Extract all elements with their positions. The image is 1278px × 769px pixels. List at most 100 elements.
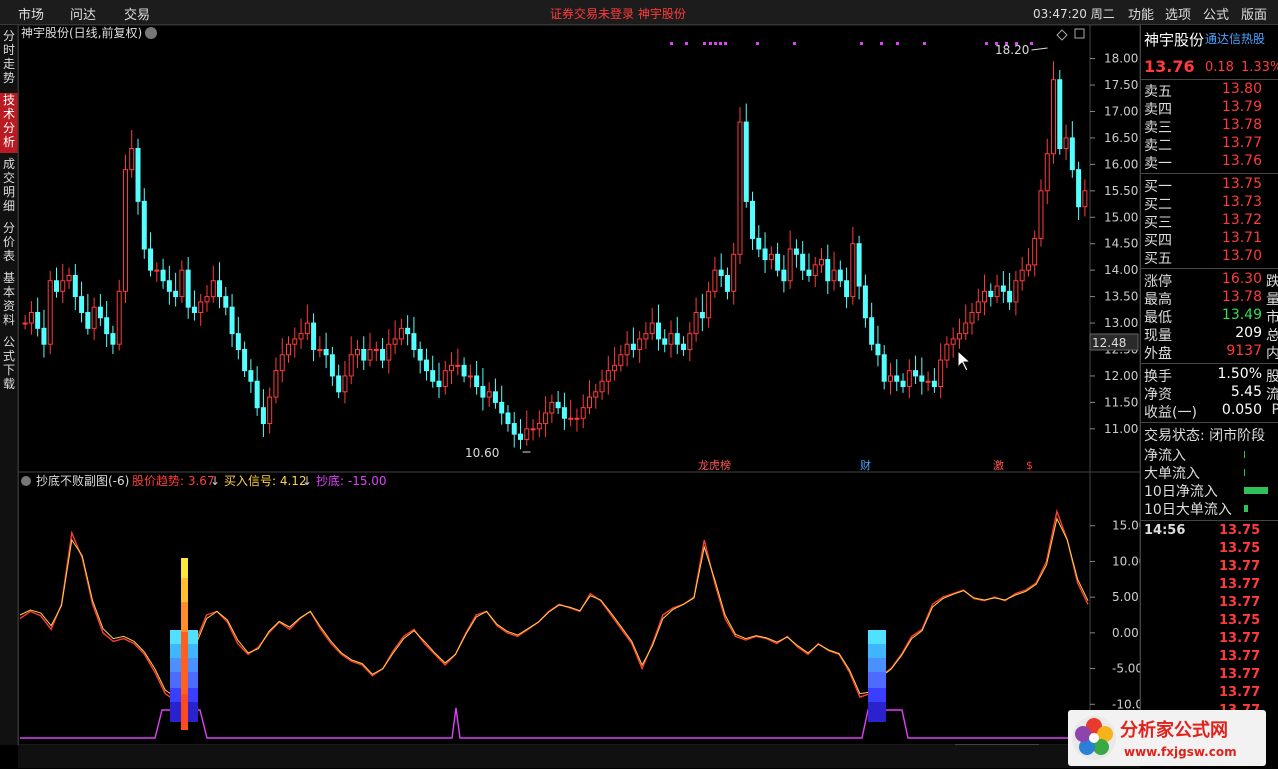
candle-body xyxy=(593,391,599,398)
top-bar: 市场 问达 交易 证券交易未登录 神宇股份 03:47:20 周二 功能 选项 … xyxy=(0,0,1278,25)
candle-body xyxy=(66,274,72,282)
candle-body xyxy=(28,311,34,324)
price-tick-label: 14.00 xyxy=(1104,263,1138,277)
sub-tick-label: 5.00 xyxy=(1112,590,1139,604)
candle-body xyxy=(254,380,260,409)
quote-trail: 跌 xyxy=(1266,271,1278,291)
hot-stock-tag[interactable]: 通达信热股 xyxy=(1205,32,1266,46)
quote-trail: P xyxy=(1272,402,1278,418)
candle-body xyxy=(141,200,147,250)
quote-label: 卖二 xyxy=(1144,138,1172,154)
chart-area[interactable]: 15.00 10.00 5.00 0.00 -5.00 -10.00 抄底不败副图(-6)股… xyxy=(0,0,1140,768)
vtab-2[interactable]: 成交明细 xyxy=(2,157,15,213)
candle-body xyxy=(699,311,705,319)
candle-body xyxy=(417,349,423,361)
quote-label: 最低 xyxy=(1144,310,1172,326)
candle-body xyxy=(166,280,172,292)
candle-body xyxy=(793,248,799,255)
tick-price: 13.75 xyxy=(1219,613,1261,628)
candle-body xyxy=(47,280,53,345)
candle-body xyxy=(104,317,110,335)
signal-dot xyxy=(685,42,688,45)
candle-body xyxy=(643,333,649,340)
login-status[interactable]: 证券交易未登录 神宇股份 xyxy=(550,7,686,21)
sub-menu-icon[interactable] xyxy=(21,476,31,486)
candle-body xyxy=(411,333,417,351)
price-tick-label: 11.50 xyxy=(1104,395,1138,409)
candle-body xyxy=(724,274,730,292)
vtab-4[interactable]: 基本资料 xyxy=(2,271,15,327)
quote-label: 卖一 xyxy=(1144,156,1172,172)
candle-body xyxy=(329,354,335,377)
quote-value: 9137 xyxy=(1226,343,1262,359)
candle-body xyxy=(129,148,135,171)
candle-body xyxy=(148,248,154,271)
menu-layout[interactable]: 版面 xyxy=(1241,8,1268,23)
candle-body xyxy=(737,121,743,255)
candle-body xyxy=(599,380,605,393)
quote-value: 5.45 xyxy=(1230,384,1262,400)
signal-dot xyxy=(719,42,722,45)
stat-row: 涨停 16.30跌 xyxy=(1144,271,1278,291)
candle-body xyxy=(887,375,893,382)
vtab-0[interactable]: 分时走势 xyxy=(2,29,15,85)
signal-bar xyxy=(868,702,886,722)
candle-body xyxy=(97,306,103,319)
signal-dot xyxy=(703,42,706,45)
candle-body xyxy=(850,243,856,298)
event-label[interactable]: $ xyxy=(1026,459,1033,472)
diamond-icon[interactable] xyxy=(1056,29,1068,41)
candle-body xyxy=(480,386,486,398)
event-label[interactable]: 龙虎榜 xyxy=(698,458,731,472)
candle-body xyxy=(348,354,354,377)
flow-row: 10日大单流入 xyxy=(1144,499,1276,518)
candle-body xyxy=(474,375,480,388)
ask-row: 卖一 13.76 xyxy=(1144,153,1276,172)
flower-icon xyxy=(1072,716,1116,760)
candle-body xyxy=(336,375,342,393)
high-price-label: 18.20 xyxy=(995,43,1029,57)
candle-body xyxy=(323,349,329,356)
signal-bar xyxy=(868,644,886,658)
chart-menu-icon[interactable] xyxy=(145,27,157,39)
candle-body xyxy=(423,359,429,372)
candle-body xyxy=(1044,153,1050,192)
candle-body xyxy=(693,311,699,335)
candle-body xyxy=(198,301,204,313)
sub-legend-arrow: ↓ xyxy=(302,474,312,488)
candle-body xyxy=(154,269,160,272)
price-tick-label: 14.50 xyxy=(1104,237,1138,251)
candle-body xyxy=(994,285,1000,298)
sub-series-line xyxy=(19,517,1089,698)
menu-options[interactable]: 选项 xyxy=(1165,8,1192,23)
candle-body xyxy=(812,264,818,276)
quote-label: 换手 xyxy=(1144,369,1172,385)
vtab-5[interactable]: 公式下载 xyxy=(2,335,15,391)
menu-formula[interactable]: 公式 xyxy=(1203,8,1230,23)
flow-bar xyxy=(1244,451,1245,458)
quote-value: 13.70 xyxy=(1221,248,1262,264)
vtab-1[interactable]: 技术分析 xyxy=(0,93,18,153)
vtab-3[interactable]: 分价表 xyxy=(2,221,15,263)
event-label[interactable]: 财 xyxy=(860,458,871,472)
candle-body xyxy=(919,375,925,382)
menu-wenda[interactable]: 问达 xyxy=(70,8,97,23)
menu-trade[interactable]: 交易 xyxy=(124,8,151,23)
signal-bar xyxy=(181,558,188,578)
candle-body xyxy=(956,333,962,340)
quote-label: 买三 xyxy=(1144,215,1172,231)
candle-body xyxy=(135,148,141,202)
menu-function[interactable]: 功能 xyxy=(1128,8,1155,23)
candle-body xyxy=(649,322,655,335)
event-label[interactable]: 激 xyxy=(993,458,1004,472)
sub-legend-item: 抄底: -15.00 xyxy=(316,473,387,488)
candle-body xyxy=(1063,137,1069,149)
restore-icon[interactable] xyxy=(1074,28,1085,39)
menu-market[interactable]: 市场 xyxy=(18,8,45,23)
quote-trail: 内 xyxy=(1266,343,1278,363)
flow-row: 10日净流入 xyxy=(1144,481,1276,500)
quote-trail: 市 xyxy=(1266,307,1278,327)
candle-body xyxy=(568,417,574,420)
quote-value: 16.30 xyxy=(1221,271,1262,287)
logo-url: www.fxjgsw.com xyxy=(1124,745,1237,759)
